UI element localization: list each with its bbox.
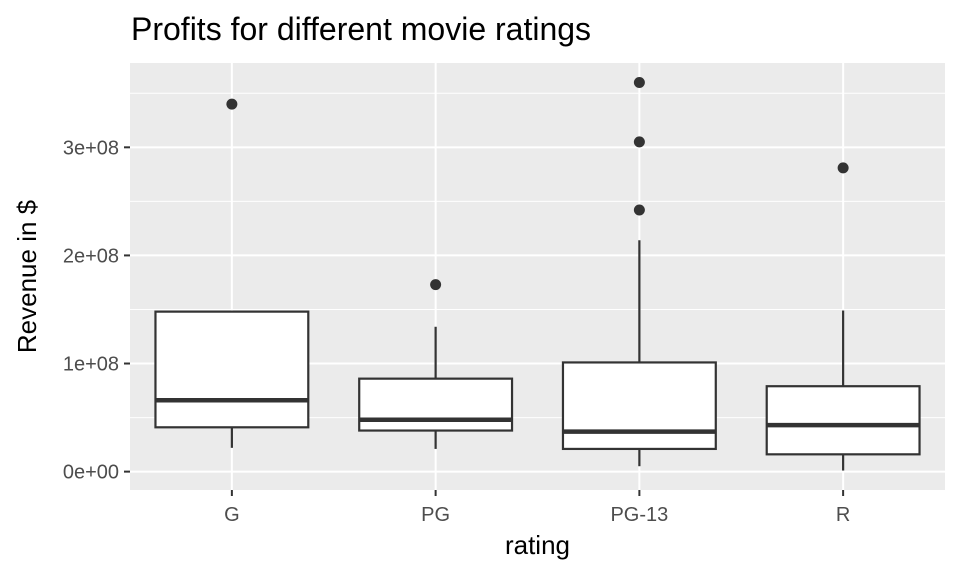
box-group: [765, 162, 921, 471]
box-group: [358, 279, 514, 449]
x-tick-label: PG: [421, 504, 450, 526]
x-tick-label: R: [836, 504, 850, 526]
y-axis: 0e+00 1e+08 2e+08 3e+08: [63, 137, 130, 484]
y-tick-label: 3e+08: [63, 137, 119, 159]
outlier-point: [633, 204, 645, 216]
box-group: [154, 98, 310, 448]
y-tick-label: 1e+08: [63, 354, 119, 376]
box-iqr: [765, 385, 921, 456]
y-tick-label: 0e+00: [63, 462, 119, 484]
outlier-point: [226, 98, 238, 110]
box-iqr: [561, 361, 717, 451]
x-tick-label: PG-13: [610, 504, 668, 526]
x-axis-title: rating: [505, 530, 570, 560]
outlier-point: [837, 162, 849, 174]
box-iqr: [358, 377, 514, 432]
box-iqr: [154, 310, 310, 429]
y-axis-title: Revenue in $: [12, 199, 42, 353]
chart-title: Profits for different movie ratings: [131, 11, 591, 47]
outlier-point: [633, 136, 645, 148]
x-tick-label: G: [224, 504, 240, 526]
y-tick-label: 2e+08: [63, 245, 119, 267]
box-group: [561, 76, 717, 467]
outlier-point: [633, 76, 645, 88]
outlier-point: [430, 279, 442, 291]
boxes: [154, 76, 921, 471]
x-axis: G PG PG-13 R: [224, 490, 850, 526]
